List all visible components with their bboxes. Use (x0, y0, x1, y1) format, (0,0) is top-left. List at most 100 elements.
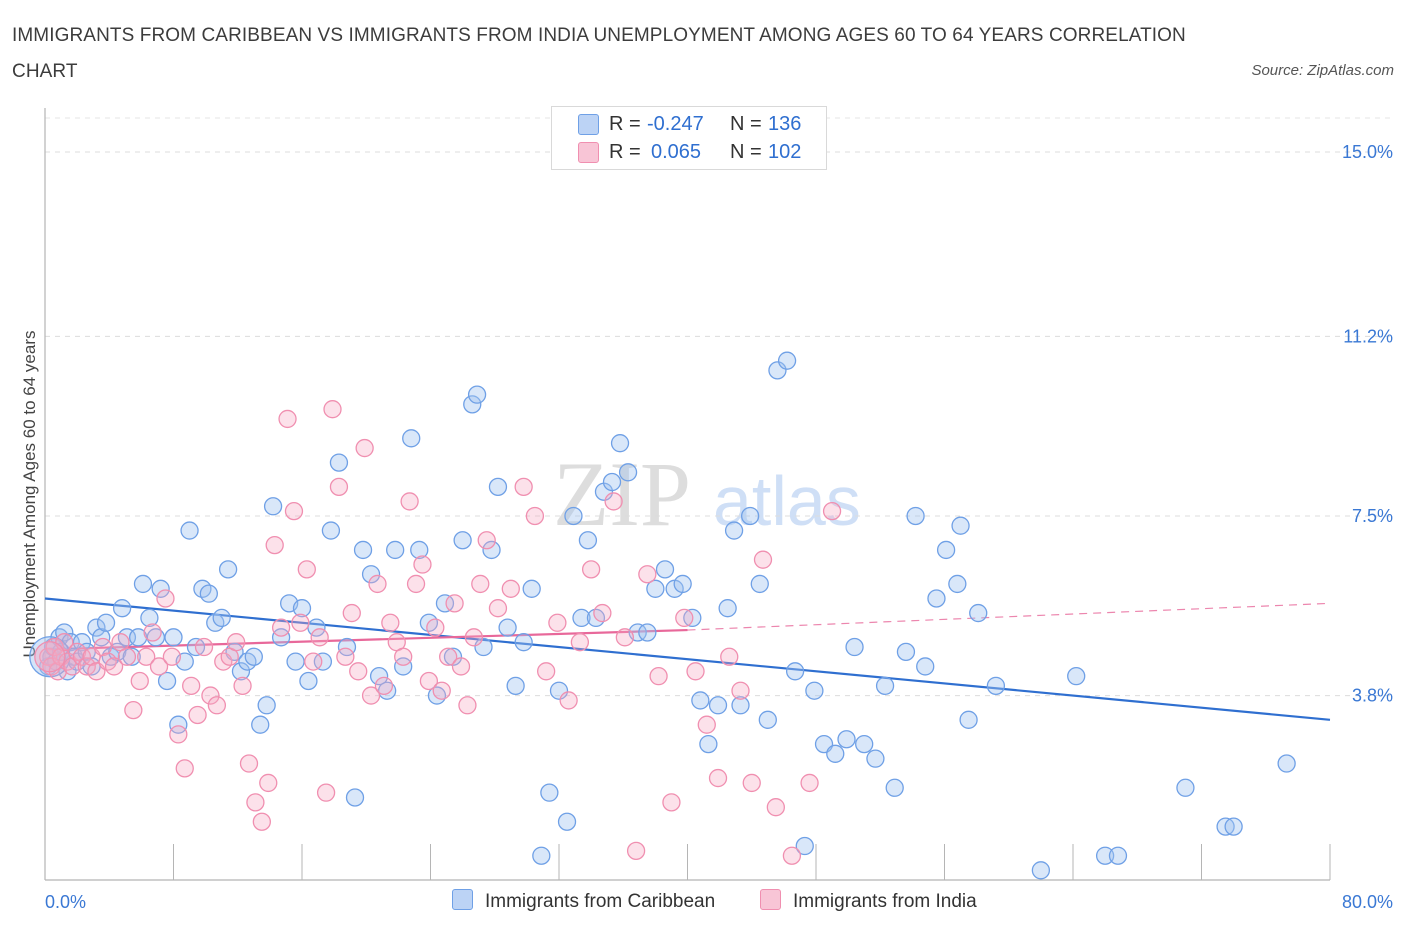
point-caribbean (906, 506, 925, 526)
point-caribbean (313, 652, 333, 671)
point-india (662, 793, 681, 812)
point-india (501, 579, 520, 598)
point-india (548, 613, 567, 632)
point-caribbean (369, 667, 389, 686)
point-caribbean (699, 734, 718, 754)
point-caribbean (655, 560, 675, 579)
legend-r-value-caribbean: -0.247 (647, 113, 704, 135)
point-caribbean (108, 642, 127, 662)
point-india (381, 613, 400, 632)
point-india (675, 608, 694, 628)
point-caribbean (959, 710, 978, 729)
point-india (137, 647, 156, 666)
point-india (175, 759, 194, 778)
point-caribbean (805, 681, 824, 700)
point-india (488, 599, 508, 618)
point-india (265, 535, 284, 555)
point-caribbean (151, 579, 170, 598)
point-india (291, 613, 310, 632)
point-india (537, 662, 556, 681)
point-caribbean (1031, 861, 1051, 880)
point-india (169, 725, 188, 744)
point-caribbean (540, 783, 559, 802)
point-india (638, 565, 657, 584)
point-caribbean (837, 730, 856, 749)
point-caribbean (386, 540, 405, 560)
point-india-cluster (34, 641, 66, 673)
point-caribbean (522, 579, 541, 598)
point-caribbean (951, 516, 970, 535)
point-india (753, 550, 773, 569)
point-india (77, 657, 96, 676)
point-caribbean (777, 351, 797, 370)
point-caribbean (251, 715, 270, 734)
point-india (649, 667, 668, 686)
point-caribbean (855, 734, 874, 754)
trendline-caribbean (44, 597, 1331, 721)
point-india (581, 560, 601, 579)
point-caribbean (122, 647, 141, 666)
point-caribbean (986, 676, 1006, 696)
point-india (45, 637, 64, 657)
point-caribbean (299, 671, 318, 691)
point-india (426, 618, 445, 637)
point-caribbean (638, 623, 657, 642)
point-caribbean (488, 477, 508, 497)
point-caribbean (180, 521, 199, 540)
point-caribbean (514, 633, 533, 652)
legend-n-value-india: 102 (768, 141, 802, 163)
bottom-legend-swatch-caribbean (452, 889, 473, 910)
point-india (419, 671, 439, 691)
point-caribbean (218, 560, 238, 579)
point-india (124, 700, 143, 720)
bottom-legend-swatch-india (760, 889, 781, 910)
point-india (201, 686, 220, 705)
legend-row-india: R = 0.065 N = 102 (552, 138, 826, 166)
point-caribbean (506, 676, 525, 696)
point-caribbean (718, 599, 737, 618)
point-india (697, 715, 716, 734)
point-india (742, 773, 761, 793)
point-caribbean (845, 637, 864, 657)
point-india (782, 846, 802, 865)
point-caribbean (572, 608, 591, 628)
point-caribbean (875, 676, 895, 696)
watermark-atlas: atlas (713, 462, 861, 540)
point-india (246, 793, 265, 812)
point-caribbean (1095, 846, 1115, 865)
point-india (156, 589, 175, 608)
point-caribbean (157, 671, 177, 691)
point-caribbean (474, 637, 493, 657)
point-caribbean (532, 846, 551, 865)
point-caribbean (321, 521, 341, 540)
point-india (525, 506, 545, 526)
legend-r-label: R = (609, 113, 641, 135)
point-caribbean (55, 623, 74, 642)
point-india (593, 603, 612, 623)
point-india (615, 628, 635, 647)
point-caribbean (885, 778, 904, 797)
point-india (458, 696, 477, 715)
source-note: Source: ZipAtlas.com (1251, 62, 1394, 79)
point-caribbean (731, 696, 750, 715)
point-caribbean (969, 603, 988, 623)
point-india (93, 637, 112, 657)
point-india (188, 705, 207, 725)
point-india (117, 647, 137, 666)
x-tick-label: 0.0% (45, 892, 86, 912)
point-caribbean (724, 521, 744, 540)
point-india (259, 773, 278, 793)
point-india (394, 647, 413, 666)
point-caribbean (691, 691, 710, 710)
point-caribbean (768, 361, 787, 380)
point-caribbean (610, 434, 630, 453)
point-caribbean (231, 662, 251, 681)
bottom-legend-label-caribbean: Immigrants from Caribbean (485, 891, 716, 912)
point-india (233, 676, 252, 696)
point-caribbean (292, 599, 312, 618)
point-india (822, 501, 842, 521)
point-india (400, 492, 419, 511)
point-caribbean (750, 574, 769, 594)
point-caribbean (927, 589, 946, 608)
point-india (361, 686, 381, 705)
